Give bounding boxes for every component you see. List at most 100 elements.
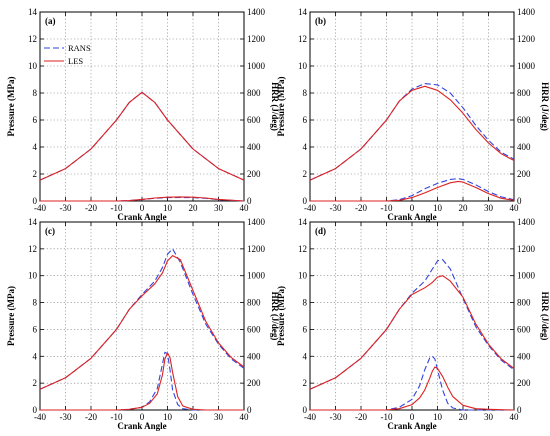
x-tick-label: 0: [410, 203, 415, 213]
x-tick-label: -20: [355, 412, 367, 422]
y2-tick-label: 0: [247, 405, 252, 415]
y2-tick-label: 1200: [517, 34, 536, 44]
y2-tick-label: 600: [517, 115, 531, 125]
x-tick-label: -10: [381, 203, 393, 213]
x-tick-label: -20: [85, 203, 97, 213]
y-tick-label: 14: [28, 7, 38, 17]
y-tick-label: 12: [28, 244, 37, 254]
x-tick-label: -30: [60, 203, 72, 213]
y-tick-label: 0: [33, 196, 38, 206]
x-tick-label: 0: [410, 412, 415, 422]
series-line-rans-hrr: [40, 351, 244, 411]
y-axis-title: Pressure (MPa): [6, 286, 16, 346]
grid-lines: [40, 222, 244, 410]
y-tick-label: 2: [303, 378, 308, 388]
y2-tick-label: 200: [517, 378, 531, 388]
x-axis-title: Crank Angle: [387, 421, 436, 431]
series-line-les-pressure: [309, 85, 515, 181]
y-tick-label: 0: [33, 405, 38, 415]
x-tick-label: 40: [510, 412, 520, 422]
y-tick-label: 0: [303, 405, 308, 415]
series-line-les-hrr: [310, 366, 515, 411]
x-tick-label: -40: [34, 203, 46, 213]
y-tick-label: 4: [33, 142, 38, 152]
y2-tick-label: 1200: [247, 244, 266, 254]
y2-tick-label: 200: [517, 169, 531, 179]
series-line-rans-pressure: [39, 91, 245, 181]
y2-tick-label: 1000: [517, 271, 536, 281]
y-tick-label: 2: [303, 169, 308, 179]
y2-tick-label: 600: [247, 324, 261, 334]
y2-tick-label: 600: [247, 115, 261, 125]
y-axis-title: Pressure (MPa): [276, 77, 286, 137]
y2-tick-label: 400: [517, 142, 531, 152]
x-tick-label: 40: [510, 203, 520, 213]
y2-tick-label: 800: [247, 88, 261, 98]
y-tick-label: 2: [33, 169, 38, 179]
x-tick-label: 10: [163, 412, 173, 422]
x-axis-title: Crank Angle: [117, 421, 166, 431]
y-tick-label: 4: [33, 351, 38, 361]
x-tick-label: 30: [214, 412, 224, 422]
y-tick-label: 8: [303, 298, 308, 308]
panel-label: (d): [315, 226, 326, 236]
series-line-les-pressure: [39, 91, 245, 181]
x-tick-label: 20: [459, 203, 469, 213]
y-tick-label: 4: [303, 351, 308, 361]
y2-tick-label: 1400: [247, 217, 266, 227]
y2-axis-title: HRR (J/deg): [540, 82, 550, 131]
series-line-les-pressure: [39, 255, 245, 390]
x-tick-label: 20: [189, 203, 199, 213]
y-tick-label: 10: [298, 61, 308, 71]
x-tick-label: 20: [459, 412, 469, 422]
x-tick-label: -10: [111, 412, 123, 422]
grid-lines: [40, 12, 244, 201]
y-tick-label: 0: [303, 196, 308, 206]
y-tick-label: 10: [28, 61, 38, 71]
x-tick-label: -30: [60, 412, 72, 422]
x-tick-label: 10: [163, 203, 173, 213]
grid-lines: [310, 12, 514, 201]
y2-tick-label: 400: [247, 351, 261, 361]
y2-tick-label: 1200: [247, 34, 266, 44]
panel-label: (b): [315, 16, 326, 26]
x-tick-label: -40: [304, 203, 316, 213]
y-tick-label: 2: [33, 378, 38, 388]
y-tick-label: 6: [303, 115, 308, 125]
x-tick-label: -10: [111, 203, 123, 213]
x-tick-label: 0: [140, 412, 145, 422]
x-axis-title: Crank Angle: [117, 212, 166, 222]
x-tick-label: -40: [304, 412, 316, 422]
x-tick-label: -20: [85, 412, 97, 422]
y2-tick-label: 400: [517, 351, 531, 361]
series-line-les-hrr: [310, 180, 515, 202]
series-line-rans-hrr: [310, 355, 514, 411]
x-tick-label: 40: [240, 412, 250, 422]
panel-label: (a): [45, 16, 56, 26]
y-tick-label: 12: [298, 244, 307, 254]
y2-tick-label: 400: [247, 142, 261, 152]
y-tick-label: 4: [303, 142, 308, 152]
x-tick-label: -20: [355, 203, 367, 213]
x-tick-label: 0: [140, 203, 145, 213]
y-tick-label: 8: [33, 88, 38, 98]
y-tick-label: 10: [28, 271, 38, 281]
y-tick-label: 10: [298, 271, 308, 281]
y2-tick-label: 600: [517, 324, 531, 334]
x-tick-label: 20: [189, 412, 199, 422]
y2-axis-title: HRR (J/deg): [540, 292, 550, 341]
x-tick-label: 30: [214, 203, 224, 213]
y2-axis-title: HRR (J/deg): [270, 82, 280, 131]
series-line-les-pressure: [309, 275, 515, 390]
y2-tick-label: 1000: [247, 61, 266, 71]
x-tick-label: 30: [484, 203, 494, 213]
legend: RANS LES: [44, 43, 91, 66]
series-line-les-hrr: [40, 196, 245, 202]
x-tick-label: 10: [433, 203, 443, 213]
legend-label-rans: RANS: [68, 43, 91, 53]
y2-tick-label: 1000: [517, 61, 536, 71]
chart-panel-2: -40 -30 -20 -10 0 10 20 30 400246810121402004006…: [276, 7, 550, 222]
y2-tick-label: 0: [517, 196, 522, 206]
y-tick-label: 14: [28, 217, 38, 227]
